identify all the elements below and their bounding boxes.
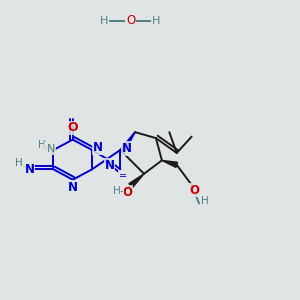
Text: N: N [47,144,55,154]
Text: N: N [68,181,78,194]
Polygon shape [129,174,144,188]
Text: O: O [68,121,78,134]
Polygon shape [120,132,135,154]
Text: O: O [123,186,133,199]
Text: N: N [92,141,102,154]
Polygon shape [162,160,178,167]
Text: H: H [201,196,209,206]
Text: =: = [118,171,127,181]
Text: H: H [100,16,108,26]
Text: O: O [189,184,199,196]
Text: N: N [105,159,115,172]
Text: H: H [112,186,120,196]
Text: H: H [15,158,23,168]
Text: -: - [120,186,124,196]
Text: H: H [38,140,45,150]
Text: -: - [44,142,48,153]
Text: H: H [152,16,160,26]
Text: N: N [25,163,34,176]
Text: O: O [126,14,135,27]
Text: N: N [122,142,132,155]
